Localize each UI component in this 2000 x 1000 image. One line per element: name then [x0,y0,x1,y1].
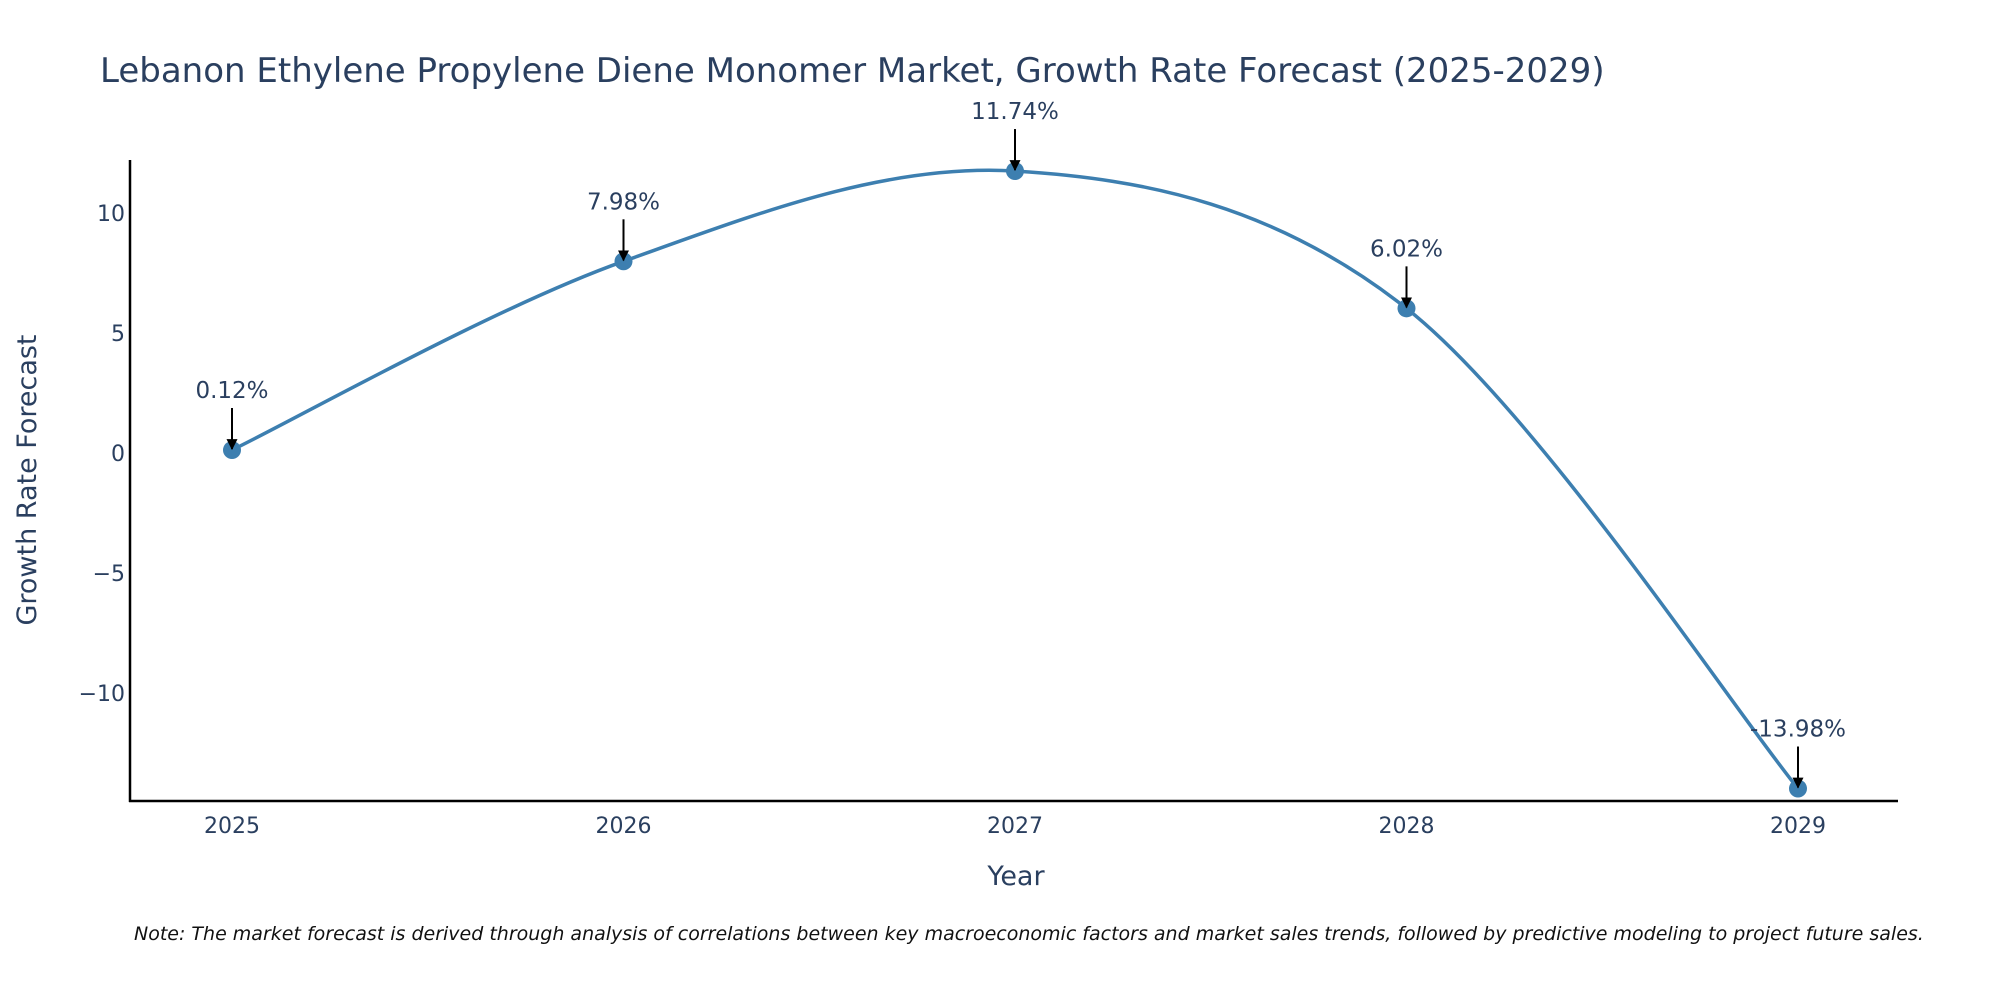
data-label-2028: 6.02% [1370,236,1443,262]
y-tick-label: −5 [93,562,125,587]
data-label-2026: 7.98% [587,189,660,215]
y-axis-title: Growth Rate Forecast [12,334,43,625]
y-tick-label: −10 [79,682,125,707]
data-labels: 0.12% 7.98% 11.74% 6.02% -13.98% [195,99,1846,789]
y-tick-label: 5 [111,322,125,347]
x-tick-label: 2027 [987,814,1043,839]
chart-title: Lebanon Ethylene Propylene Diene Monomer… [100,51,1605,91]
y-tick-label: 10 [97,202,125,227]
x-axis-title: Year [986,861,1045,892]
y-tick-label: 0 [111,442,125,467]
data-label-2029: -13.98% [1750,717,1846,743]
x-tick-labels: 2025 2026 2027 2028 2029 [204,814,1826,839]
data-label-2025: 0.12% [195,378,268,404]
y-tick-labels: 10 5 0 −5 −10 [79,202,125,707]
x-tick-label: 2026 [596,814,652,839]
x-tick-label: 2029 [1770,814,1826,839]
axes [128,160,1898,803]
footnote: Note: The market forecast is derived thr… [134,923,1924,945]
series-line-growth-rate [230,168,1800,791]
x-tick-label: 2025 [204,814,260,839]
x-tick-label: 2028 [1379,814,1435,839]
data-label-2027: 11.74% [971,99,1059,125]
data-points [223,162,1807,798]
